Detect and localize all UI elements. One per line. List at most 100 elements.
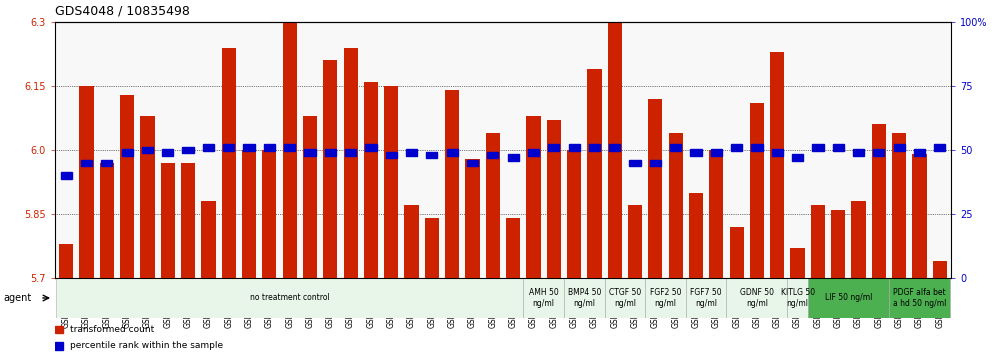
Bar	[385, 152, 396, 158]
Bar	[364, 82, 378, 278]
Bar	[366, 144, 376, 151]
Bar	[729, 227, 744, 278]
Bar	[548, 144, 560, 151]
Bar	[791, 248, 805, 278]
Text: AMH 50
ng/ml: AMH 50 ng/ml	[529, 288, 559, 308]
Bar	[934, 144, 945, 151]
Bar	[242, 150, 256, 278]
Bar	[686, 278, 726, 318]
Bar	[872, 124, 886, 278]
Bar	[345, 149, 357, 156]
Text: CTGF 50
ng/ml: CTGF 50 ng/ml	[609, 288, 641, 308]
Bar	[893, 144, 904, 151]
Bar	[102, 160, 113, 166]
Bar	[325, 149, 336, 156]
Bar	[668, 133, 683, 278]
Bar	[853, 149, 865, 156]
Text: FGF7 50
ng/ml: FGF7 50 ng/ml	[690, 288, 722, 308]
Bar	[751, 144, 763, 151]
Bar	[892, 133, 906, 278]
Bar	[424, 218, 439, 278]
Bar	[243, 144, 255, 151]
Bar	[141, 147, 153, 153]
Bar	[305, 149, 316, 156]
Bar	[605, 278, 645, 318]
Bar	[811, 205, 825, 278]
Bar	[283, 22, 297, 278]
Bar	[523, 278, 564, 318]
Bar	[709, 150, 723, 278]
Bar	[61, 172, 72, 179]
Bar	[181, 163, 195, 278]
Bar	[648, 99, 662, 278]
Bar	[608, 0, 622, 278]
Bar	[486, 133, 500, 278]
Bar	[526, 116, 541, 278]
Bar	[852, 201, 866, 278]
Bar	[182, 147, 193, 153]
Bar	[284, 144, 295, 151]
Bar	[689, 193, 703, 278]
Bar	[323, 61, 338, 278]
Bar	[81, 160, 92, 166]
Text: BMP4 50
ng/ml: BMP4 50 ng/ml	[568, 288, 601, 308]
Bar	[932, 261, 947, 278]
Bar	[627, 205, 642, 278]
Bar	[889, 278, 950, 318]
Bar	[55, 342, 63, 350]
Bar	[465, 159, 480, 278]
Bar	[528, 149, 539, 156]
Bar	[384, 86, 398, 278]
Bar	[201, 201, 215, 278]
Bar	[56, 278, 523, 318]
Bar	[487, 152, 498, 158]
Bar	[750, 103, 764, 278]
Bar	[914, 149, 925, 156]
Bar	[344, 47, 358, 278]
Bar	[564, 278, 605, 318]
Bar	[788, 278, 808, 318]
Bar	[426, 152, 437, 158]
Bar	[873, 149, 884, 156]
Bar	[406, 149, 417, 156]
Bar	[912, 154, 926, 278]
Bar	[120, 95, 134, 278]
Text: PDGF alfa bet
a hd 50 ng/ml: PDGF alfa bet a hd 50 ng/ml	[892, 288, 946, 308]
Bar	[569, 144, 580, 151]
Bar	[221, 47, 236, 278]
Bar	[264, 144, 275, 151]
Bar	[567, 150, 582, 278]
Bar	[808, 278, 889, 318]
Bar	[404, 205, 418, 278]
Bar	[711, 149, 722, 156]
Bar	[645, 278, 686, 318]
Text: agent: agent	[3, 293, 31, 303]
Bar	[831, 210, 846, 278]
Bar	[731, 144, 742, 151]
Bar	[160, 163, 175, 278]
Text: transformed count: transformed count	[70, 325, 154, 334]
Bar	[100, 163, 114, 278]
Bar	[140, 116, 154, 278]
Bar	[223, 144, 234, 151]
Text: KITLG 50
ng/ml: KITLG 50 ng/ml	[781, 288, 815, 308]
Bar	[588, 69, 602, 278]
Bar	[122, 149, 132, 156]
Bar	[445, 90, 459, 278]
Bar	[629, 160, 640, 166]
Bar	[506, 218, 520, 278]
Bar	[670, 144, 681, 151]
Bar	[262, 150, 277, 278]
Bar	[813, 144, 824, 151]
Bar	[162, 149, 173, 156]
Bar	[446, 149, 458, 156]
Text: GDS4048 / 10835498: GDS4048 / 10835498	[55, 5, 190, 18]
Bar	[80, 86, 94, 278]
Bar	[726, 278, 788, 318]
Bar	[547, 120, 561, 278]
Text: FGF2 50
ng/ml: FGF2 50 ng/ml	[649, 288, 681, 308]
Bar	[792, 154, 803, 161]
Bar	[467, 160, 478, 166]
Bar	[589, 144, 600, 151]
Bar	[770, 52, 785, 278]
